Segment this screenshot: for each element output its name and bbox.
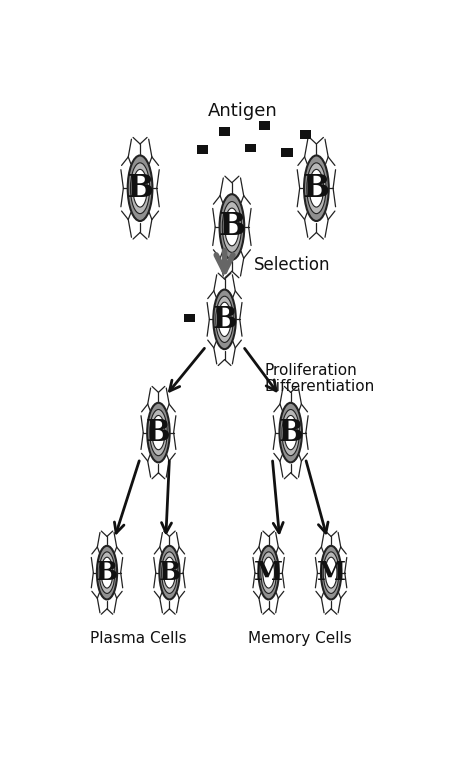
Ellipse shape xyxy=(258,546,279,599)
Ellipse shape xyxy=(128,156,153,221)
Ellipse shape xyxy=(284,416,297,450)
Text: B: B xyxy=(146,418,171,447)
FancyBboxPatch shape xyxy=(259,122,271,130)
Ellipse shape xyxy=(213,289,236,349)
Text: Antigen: Antigen xyxy=(208,101,278,120)
Ellipse shape xyxy=(152,416,165,450)
Ellipse shape xyxy=(218,302,231,337)
Ellipse shape xyxy=(147,402,170,462)
Ellipse shape xyxy=(159,546,180,599)
Ellipse shape xyxy=(219,194,244,260)
Text: Memory Cells: Memory Cells xyxy=(248,631,352,646)
Text: Differentiation: Differentiation xyxy=(265,378,375,394)
Text: Proliferation: Proliferation xyxy=(265,362,358,378)
Text: Plasma Cells: Plasma Cells xyxy=(90,631,187,646)
Ellipse shape xyxy=(97,546,117,599)
FancyBboxPatch shape xyxy=(184,314,195,322)
Ellipse shape xyxy=(280,402,302,462)
Text: B: B xyxy=(212,305,237,334)
Ellipse shape xyxy=(150,409,167,456)
Ellipse shape xyxy=(162,552,177,594)
Ellipse shape xyxy=(325,557,337,588)
Text: Selection: Selection xyxy=(254,255,330,273)
Ellipse shape xyxy=(304,156,329,221)
FancyBboxPatch shape xyxy=(197,146,208,154)
Ellipse shape xyxy=(261,552,276,594)
Ellipse shape xyxy=(309,170,324,207)
FancyBboxPatch shape xyxy=(300,131,311,139)
Text: M: M xyxy=(317,560,346,585)
Text: M: M xyxy=(254,560,283,585)
Ellipse shape xyxy=(222,201,241,252)
Ellipse shape xyxy=(323,552,339,594)
Text: B: B xyxy=(96,560,118,585)
Ellipse shape xyxy=(164,557,175,588)
Ellipse shape xyxy=(133,170,147,207)
Ellipse shape xyxy=(263,557,274,588)
Text: B: B xyxy=(278,418,303,447)
Text: B: B xyxy=(158,560,181,585)
Ellipse shape xyxy=(130,163,150,214)
Ellipse shape xyxy=(99,552,115,594)
Text: B: B xyxy=(303,173,330,204)
Ellipse shape xyxy=(321,546,341,599)
Ellipse shape xyxy=(225,208,239,246)
Ellipse shape xyxy=(216,296,233,342)
Text: B: B xyxy=(219,211,246,242)
Ellipse shape xyxy=(282,409,300,456)
Ellipse shape xyxy=(101,557,113,588)
Ellipse shape xyxy=(307,163,326,214)
FancyBboxPatch shape xyxy=(282,149,292,156)
Text: B: B xyxy=(127,173,154,204)
FancyBboxPatch shape xyxy=(219,128,230,135)
FancyBboxPatch shape xyxy=(245,143,256,152)
